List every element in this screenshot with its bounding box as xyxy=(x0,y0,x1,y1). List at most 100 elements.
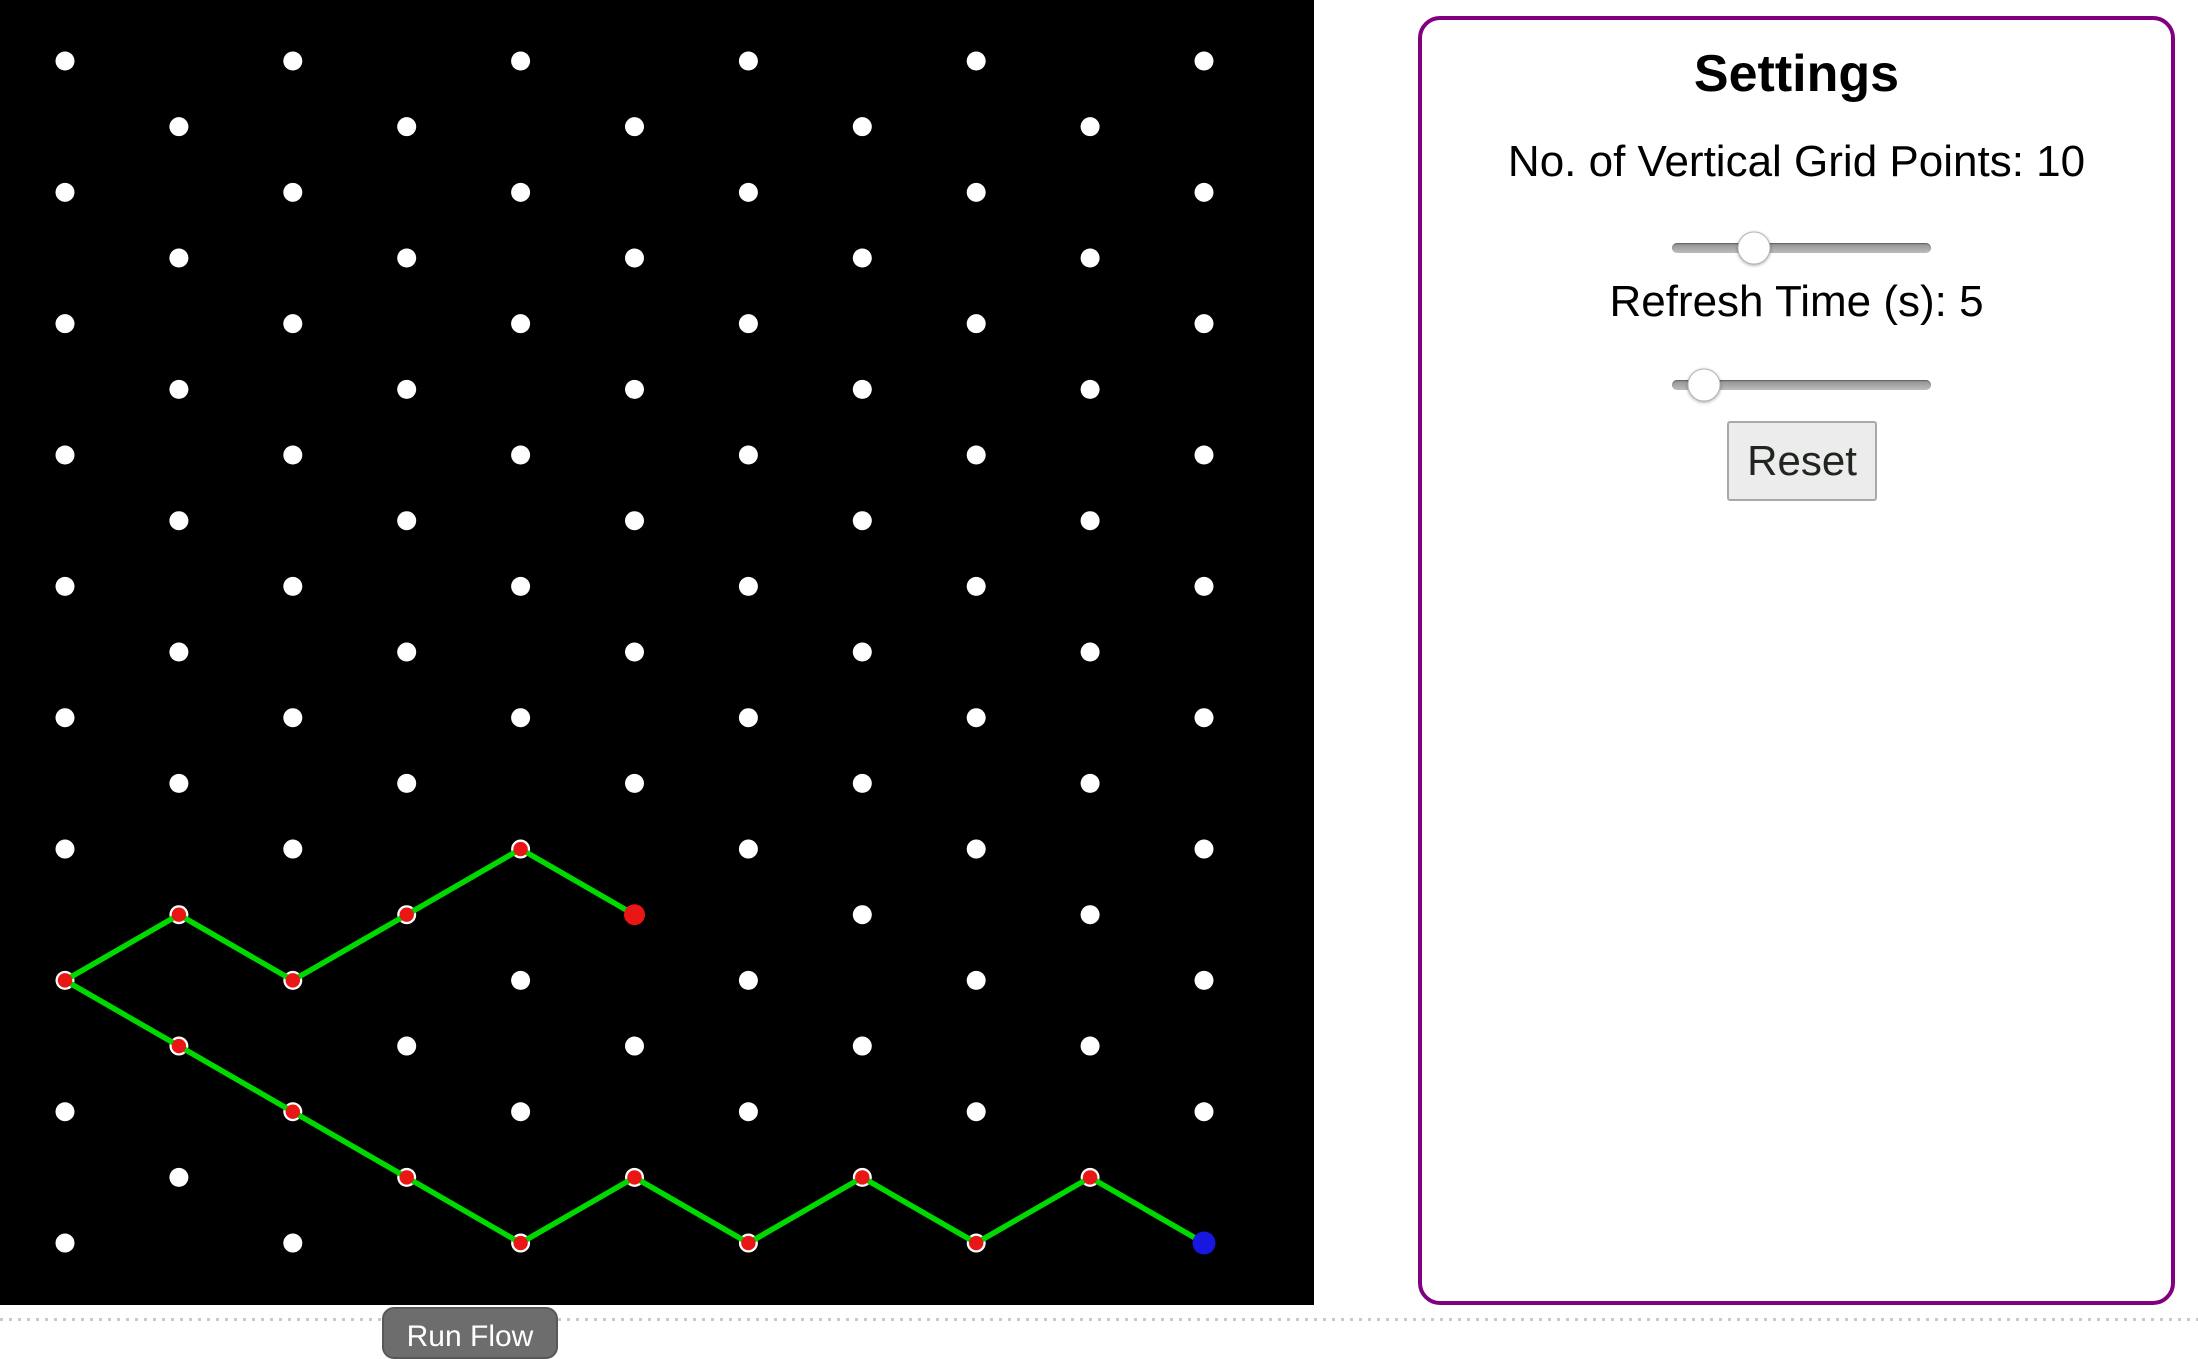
grid-dot xyxy=(1194,182,1214,202)
grid-dot xyxy=(966,182,986,202)
grid-dot xyxy=(1080,379,1100,399)
grid-dot xyxy=(511,182,531,202)
refresh-time-label: Refresh Time (s): 5 xyxy=(1609,277,1984,326)
dotted-divider xyxy=(0,1318,2198,1321)
reset-button[interactable]: Reset xyxy=(1727,421,1877,501)
grid-dot xyxy=(625,511,644,531)
grid-dot xyxy=(852,773,872,793)
grid-dot xyxy=(625,642,644,662)
grid-dot xyxy=(397,1036,417,1056)
canvas-background xyxy=(0,0,1314,1305)
slider-track xyxy=(1672,380,1931,390)
grid-dot xyxy=(283,1233,303,1253)
grid-dot xyxy=(169,248,189,268)
grid-dot xyxy=(738,51,758,71)
grid-dot xyxy=(283,576,303,596)
grid-dot xyxy=(55,314,75,334)
visited-dot xyxy=(513,1235,528,1251)
grid-dot xyxy=(55,182,75,202)
grid-dot xyxy=(397,773,417,793)
grid-dot xyxy=(1194,708,1214,728)
settings-title: Settings xyxy=(1693,45,1900,103)
grid-dot xyxy=(966,970,986,990)
grid-dot xyxy=(169,642,189,662)
grid-dot xyxy=(511,576,531,596)
visited-dot xyxy=(171,1038,187,1054)
visited-dot xyxy=(627,1170,642,1185)
grid-dot xyxy=(283,51,303,71)
slider-track xyxy=(1672,243,1931,253)
grid-dot xyxy=(625,248,644,268)
grid-dot xyxy=(625,1036,644,1056)
grid-dot xyxy=(1194,445,1214,465)
visited-dot xyxy=(969,1235,984,1251)
grid-dot xyxy=(738,1102,758,1122)
grid-dot xyxy=(55,51,75,71)
grid-dot xyxy=(283,839,303,859)
grid-dot xyxy=(738,182,758,202)
grid-dot xyxy=(852,1036,872,1056)
vertical-grid-points-slider[interactable] xyxy=(1672,231,1931,265)
visited-dot xyxy=(285,973,300,988)
visited-dot xyxy=(285,1104,300,1119)
grid-dot xyxy=(397,379,417,399)
slider-thumb[interactable] xyxy=(1737,231,1771,265)
vertical-grid-points-label: No. of Vertical Grid Points: 10 xyxy=(1507,137,2086,186)
grid-dot xyxy=(852,511,872,531)
slider-thumb[interactable] xyxy=(1687,368,1721,402)
grid-dot xyxy=(169,511,189,531)
grid-dot xyxy=(511,1102,531,1122)
visited-dot xyxy=(513,841,528,857)
grid-dot xyxy=(511,314,531,334)
grid-dot xyxy=(966,576,986,596)
grid-dot xyxy=(169,1167,189,1187)
grid-dot xyxy=(1080,511,1100,531)
grid-dot xyxy=(397,248,417,268)
grid-dot xyxy=(738,576,758,596)
grid-dot xyxy=(1194,839,1214,859)
grid-dot xyxy=(966,314,986,334)
grid-dot xyxy=(738,314,758,334)
grid-dot xyxy=(1194,1102,1214,1122)
flow-path xyxy=(59,845,1206,1247)
grid-canvas[interactable] xyxy=(0,0,1314,1305)
grid-dot xyxy=(169,117,189,137)
grid-dot xyxy=(511,708,531,728)
grid-dot xyxy=(625,773,644,793)
visited-dot xyxy=(399,1170,414,1185)
grid-dot xyxy=(625,379,644,399)
grid-dot xyxy=(625,117,644,137)
start-dot xyxy=(1192,1231,1216,1255)
grid-dot xyxy=(283,314,303,334)
grid-dot xyxy=(966,445,986,465)
grid-dot xyxy=(966,51,986,71)
grid-dot xyxy=(55,1102,75,1122)
run-flow-button[interactable]: Run Flow xyxy=(382,1307,558,1359)
settings-panel: Settings No. of Vertical Grid Points: 10… xyxy=(1418,16,2175,1305)
grid-dot xyxy=(966,1102,986,1122)
grid-dot xyxy=(1194,970,1214,990)
grid-dot xyxy=(55,839,75,859)
grid-dot xyxy=(852,248,872,268)
grid-dot xyxy=(169,773,189,793)
grid-dot xyxy=(738,970,758,990)
grid-dot xyxy=(1080,642,1100,662)
grid-dot xyxy=(283,445,303,465)
grid-dot xyxy=(511,51,531,71)
grid-dot xyxy=(55,708,75,728)
visited-dot xyxy=(171,907,187,922)
grid-dot xyxy=(852,905,872,925)
grid-dot xyxy=(738,445,758,465)
grid-dot xyxy=(511,445,531,465)
grid-dot xyxy=(1080,905,1100,925)
grid-dot xyxy=(397,642,417,662)
head-dot xyxy=(624,904,645,926)
grid-dot xyxy=(966,839,986,859)
run-flow-button-label: Run Flow xyxy=(406,1319,534,1353)
grid-dot xyxy=(1080,248,1100,268)
visited-dot xyxy=(855,1170,870,1185)
visited-dot xyxy=(1082,1170,1098,1185)
grid-dot xyxy=(397,511,417,531)
refresh-time-slider[interactable] xyxy=(1672,368,1931,402)
